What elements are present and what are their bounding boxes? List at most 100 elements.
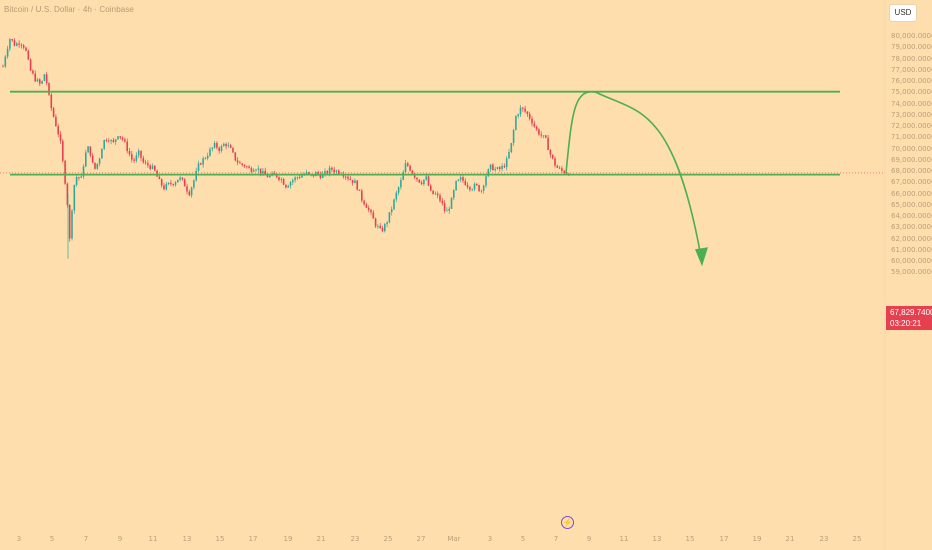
candle-body (351, 179, 354, 184)
time-tick: 25 (852, 535, 862, 543)
candle-body (338, 170, 340, 174)
candle-body (448, 208, 450, 211)
time-tick: 17 (248, 535, 258, 543)
candle-body (131, 154, 133, 160)
candle-body (137, 150, 140, 156)
candle-body (365, 204, 368, 208)
time-tick: 27 (416, 535, 426, 543)
candle-body (370, 209, 372, 213)
candle-body (225, 143, 227, 147)
price-tick: 79,000.0000 (891, 43, 932, 52)
candle-body (331, 167, 333, 170)
candle-body (298, 177, 301, 179)
candle-body (294, 177, 296, 181)
candle-body (531, 118, 533, 124)
candle-body (59, 134, 62, 141)
candle-body (462, 177, 464, 181)
candle-body (170, 182, 172, 185)
candle-body (158, 176, 161, 180)
candle-body (411, 170, 414, 174)
candle-body (367, 207, 370, 210)
candle-body (427, 176, 430, 186)
candle-body (328, 167, 331, 174)
candle-body (547, 137, 549, 150)
candle-body (489, 164, 492, 170)
candle-body (542, 135, 545, 137)
time-tick: 11 (148, 535, 158, 543)
candle-body (549, 149, 552, 155)
candle-body (473, 184, 476, 190)
candle-body (179, 177, 181, 180)
price-tick: 76,000.0000 (891, 77, 932, 85)
candle-body (480, 190, 483, 192)
candle-body (289, 182, 292, 186)
price-tick: 62,000.0000 (891, 234, 932, 243)
candle-body (50, 94, 53, 109)
candle-body (112, 140, 115, 142)
candle-body (204, 158, 207, 160)
candle-body (34, 73, 36, 82)
candle-body (25, 47, 27, 51)
time-tick: 25 (383, 535, 393, 543)
candle-body (91, 155, 94, 163)
candle-body (96, 163, 99, 169)
candle-body (457, 179, 460, 181)
candle-body (154, 165, 156, 171)
candle-body (218, 147, 220, 152)
candle-body (397, 187, 400, 193)
candle-body (163, 185, 165, 190)
candle-body (321, 173, 324, 178)
candle-body (386, 222, 388, 225)
candle-body (229, 145, 232, 148)
candle-body (202, 158, 204, 165)
candle-body (206, 155, 209, 159)
candle-body (363, 200, 365, 205)
candle-body (250, 168, 253, 172)
candle-body (85, 152, 87, 167)
candle-body (48, 83, 50, 95)
candle-body (393, 199, 395, 210)
price-tick: 68,000.0000 (891, 167, 932, 175)
candle-body (413, 173, 416, 178)
tradingview-logo-icon[interactable]: ⚡ (561, 516, 574, 529)
candle-body (296, 177, 299, 179)
time-tick: 15 (215, 535, 225, 543)
candle-body (308, 172, 310, 174)
candle-body (172, 184, 174, 185)
candle-body (98, 158, 101, 164)
candle-body (510, 142, 513, 153)
candle-body (246, 166, 248, 168)
candle-body (478, 185, 480, 192)
candle-body (432, 190, 434, 195)
candle-body (188, 191, 191, 196)
candle-body (388, 212, 391, 223)
candle-body (119, 136, 122, 138)
price-tick: 64,000.0000 (891, 212, 932, 220)
candle-body (374, 218, 377, 227)
candle-body (140, 150, 142, 158)
candle-body (211, 147, 214, 150)
time-tick: 21 (785, 535, 795, 543)
candle-body (220, 146, 223, 152)
candle-body (32, 70, 34, 74)
price-tick: 75,000.0000 (891, 88, 932, 97)
candle-body (36, 79, 39, 82)
candle-body (501, 166, 503, 169)
candle-body (503, 166, 506, 168)
candle-body (326, 171, 329, 174)
candle-body (505, 158, 508, 168)
currency-button[interactable]: USD (889, 4, 917, 22)
candle-body (453, 190, 455, 198)
candle-body (20, 44, 23, 46)
candle-body (446, 210, 448, 212)
candle-body (232, 147, 234, 153)
candle-body (485, 176, 487, 186)
candle-body (181, 177, 184, 180)
candle-body (151, 165, 154, 169)
candle-body (324, 171, 326, 174)
candle-body (62, 140, 64, 161)
candle-body (519, 107, 522, 115)
candle-body (335, 170, 338, 173)
candle-body (68, 205, 71, 239)
